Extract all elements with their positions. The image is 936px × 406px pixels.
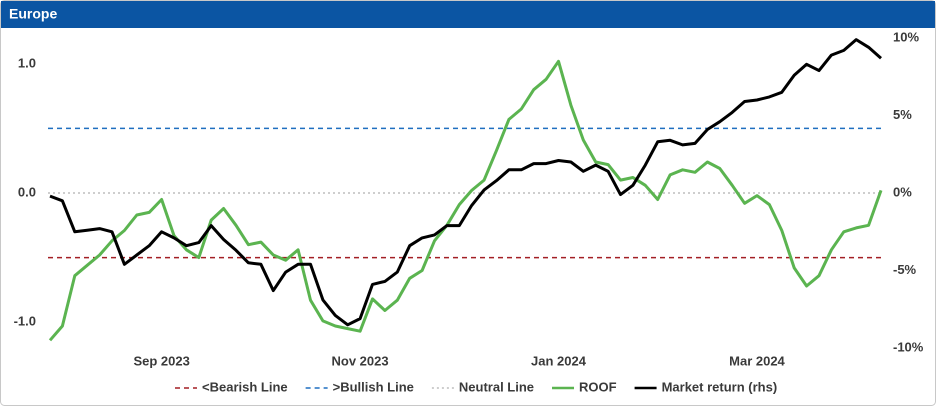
chart-title: Europe bbox=[9, 6, 57, 22]
y2-tick-label: -10% bbox=[893, 339, 924, 354]
y-tick-label: 0.0 bbox=[18, 184, 36, 199]
y2-tick-label: -5% bbox=[893, 262, 917, 277]
title-bar bbox=[1, 1, 935, 28]
legend-label: ROOF bbox=[579, 379, 617, 394]
x-tick-label: Nov 2023 bbox=[332, 353, 389, 368]
legend-label: Market return (rhs) bbox=[662, 379, 778, 394]
x-tick-label: Sep 2023 bbox=[133, 353, 189, 368]
y-tick-label: 1.0 bbox=[18, 55, 36, 70]
x-tick-label: Mar 2024 bbox=[729, 353, 785, 368]
legend-label: Neutral Line bbox=[459, 379, 534, 394]
y2-tick-label: 10% bbox=[893, 29, 919, 44]
legend-label: <Bearish Line bbox=[202, 379, 288, 394]
data-line bbox=[48, 59, 883, 342]
y-tick-label: -1.0 bbox=[14, 314, 36, 329]
data-line bbox=[49, 38, 882, 327]
legend-label: >Bullish Line bbox=[333, 379, 414, 394]
y2-tick-label: 5% bbox=[893, 107, 912, 122]
x-tick-label: Jan 2024 bbox=[531, 353, 587, 368]
y2-tick-label: 0% bbox=[893, 184, 912, 199]
